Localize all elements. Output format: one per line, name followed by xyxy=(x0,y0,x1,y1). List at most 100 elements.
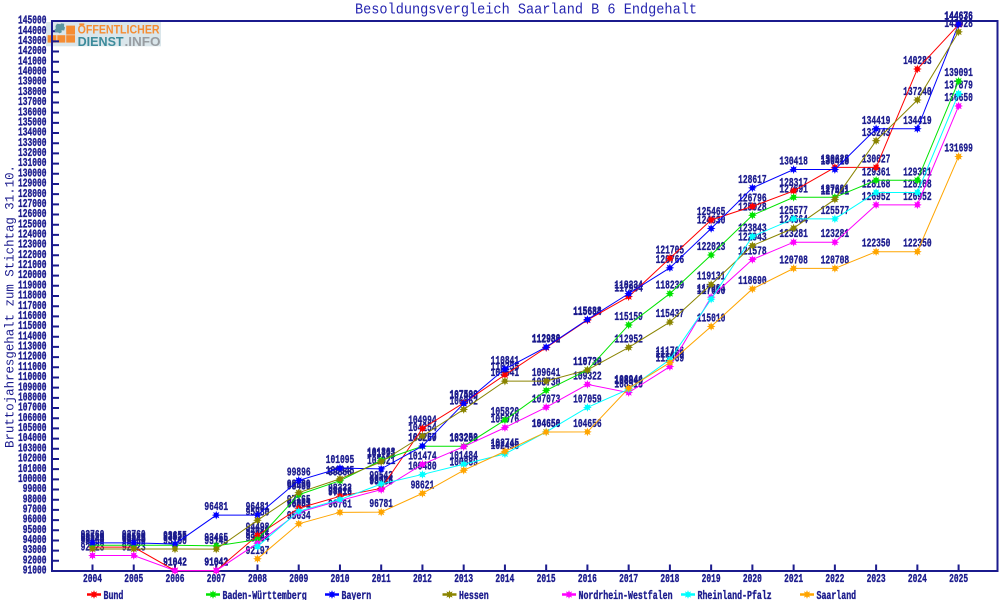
svg-text:121578: 121578 xyxy=(738,246,767,259)
svg-text:115000: 115000 xyxy=(18,320,47,333)
svg-text:98621: 98621 xyxy=(411,479,435,492)
svg-text:128168: 128168 xyxy=(862,178,891,191)
svg-text:130418: 130418 xyxy=(779,156,808,169)
svg-text:98689: 98689 xyxy=(287,479,311,492)
svg-text:136650: 136650 xyxy=(944,92,973,105)
svg-text:128617: 128617 xyxy=(738,174,767,187)
svg-text:133000: 133000 xyxy=(18,137,47,150)
svg-text:91042: 91042 xyxy=(163,557,187,570)
svg-text:144676: 144676 xyxy=(944,10,973,23)
svg-text:120708: 120708 xyxy=(779,254,808,267)
svg-text:101484: 101484 xyxy=(449,450,478,463)
svg-text:98000: 98000 xyxy=(23,493,47,506)
svg-text:131000: 131000 xyxy=(18,157,47,170)
svg-text:120708: 120708 xyxy=(821,254,850,267)
svg-text:99896: 99896 xyxy=(287,466,311,479)
svg-text:122023: 122023 xyxy=(697,241,726,254)
svg-text:2013: 2013 xyxy=(454,573,473,586)
svg-text:2018: 2018 xyxy=(660,573,679,586)
svg-text:120000: 120000 xyxy=(18,269,47,282)
svg-text:132000: 132000 xyxy=(18,147,47,160)
svg-text:97000: 97000 xyxy=(23,503,47,516)
svg-text:2025: 2025 xyxy=(949,573,968,586)
svg-text:119131: 119131 xyxy=(697,270,726,283)
svg-text:137000: 137000 xyxy=(18,96,47,109)
svg-text:96000: 96000 xyxy=(23,514,47,527)
svg-text:2007: 2007 xyxy=(207,573,226,586)
svg-text:125465: 125465 xyxy=(697,206,726,219)
svg-text:130418: 130418 xyxy=(821,156,850,169)
svg-text:108000: 108000 xyxy=(18,391,47,404)
svg-text:116000: 116000 xyxy=(18,310,47,323)
svg-text:Bund: Bund xyxy=(104,590,124,600)
svg-text:100000: 100000 xyxy=(18,473,47,486)
svg-text:122350: 122350 xyxy=(903,238,932,251)
svg-text:134000: 134000 xyxy=(18,127,47,140)
svg-text:117934: 117934 xyxy=(614,283,643,296)
svg-text:115437: 115437 xyxy=(656,308,685,321)
svg-text:109641: 109641 xyxy=(532,367,561,380)
svg-text:118239: 118239 xyxy=(656,280,685,293)
svg-text:126952: 126952 xyxy=(862,191,891,204)
svg-text:104656: 104656 xyxy=(573,418,602,431)
svg-text:133243: 133243 xyxy=(862,127,891,140)
svg-text:130628: 130628 xyxy=(821,153,850,166)
svg-text:92000: 92000 xyxy=(23,554,47,567)
svg-text:140000: 140000 xyxy=(18,66,47,79)
svg-text:104000: 104000 xyxy=(18,432,47,445)
svg-text:93465: 93465 xyxy=(204,532,228,545)
svg-text:2008: 2008 xyxy=(248,573,267,586)
svg-text:121705: 121705 xyxy=(656,244,685,257)
svg-text:OFFENTLICHER: OFFENTLICHER xyxy=(78,24,161,36)
svg-text:101863: 101863 xyxy=(367,446,396,459)
svg-text:117000: 117000 xyxy=(18,300,47,313)
svg-text:103000: 103000 xyxy=(18,442,47,455)
svg-text:2020: 2020 xyxy=(743,573,762,586)
svg-text:112000: 112000 xyxy=(18,351,47,364)
svg-text:2014: 2014 xyxy=(495,573,514,586)
svg-text:137879: 137879 xyxy=(944,80,973,93)
svg-text:123000: 123000 xyxy=(18,239,47,252)
svg-text:123843: 123843 xyxy=(738,222,767,235)
svg-text:101000: 101000 xyxy=(18,463,47,476)
svg-text:2010: 2010 xyxy=(330,573,349,586)
svg-text:107000: 107000 xyxy=(18,402,47,415)
svg-text:2017: 2017 xyxy=(619,573,638,586)
svg-text:2019: 2019 xyxy=(702,573,721,586)
svg-text:122350: 122350 xyxy=(862,238,891,251)
svg-text:145000: 145000 xyxy=(18,15,47,28)
svg-text:141000: 141000 xyxy=(18,55,47,68)
svg-text:96481: 96481 xyxy=(246,501,270,514)
svg-text:DIENST: DIENST xyxy=(78,34,124,49)
svg-text:92197: 92197 xyxy=(246,545,270,558)
svg-text:96481: 96481 xyxy=(204,501,228,514)
svg-text:140283: 140283 xyxy=(903,55,932,68)
svg-text:108848: 108848 xyxy=(614,375,643,388)
svg-text:130000: 130000 xyxy=(18,167,47,180)
svg-text:2006: 2006 xyxy=(165,573,184,586)
svg-text:2023: 2023 xyxy=(867,573,886,586)
svg-text:Hessen: Hessen xyxy=(459,590,489,600)
svg-text:93000: 93000 xyxy=(23,544,47,557)
svg-text:99000: 99000 xyxy=(23,483,47,496)
svg-text:131699: 131699 xyxy=(944,142,973,155)
svg-text:2024: 2024 xyxy=(908,573,927,586)
svg-text:106000: 106000 xyxy=(18,412,47,425)
svg-text:Baden-Württemberg: Baden-Württemberg xyxy=(223,590,307,600)
svg-text:115010: 115010 xyxy=(697,312,726,325)
svg-text:142000: 142000 xyxy=(18,45,47,58)
svg-text:111000: 111000 xyxy=(18,361,47,374)
svg-text:113000: 113000 xyxy=(18,341,47,354)
svg-text:144000: 144000 xyxy=(18,25,47,38)
svg-text:128000: 128000 xyxy=(18,188,47,201)
svg-text:127000: 127000 xyxy=(18,198,47,211)
svg-text:94000: 94000 xyxy=(23,534,47,547)
svg-text:2009: 2009 xyxy=(289,573,308,586)
svg-text:117894: 117894 xyxy=(697,283,726,296)
svg-text:127691: 127691 xyxy=(821,183,850,196)
svg-text:121000: 121000 xyxy=(18,259,47,272)
svg-text:Nordrhein-Westfalen: Nordrhein-Westfalen xyxy=(579,590,673,600)
svg-text:2015: 2015 xyxy=(537,573,556,586)
svg-text:114000: 114000 xyxy=(18,330,47,343)
svg-text:123281: 123281 xyxy=(821,228,850,241)
